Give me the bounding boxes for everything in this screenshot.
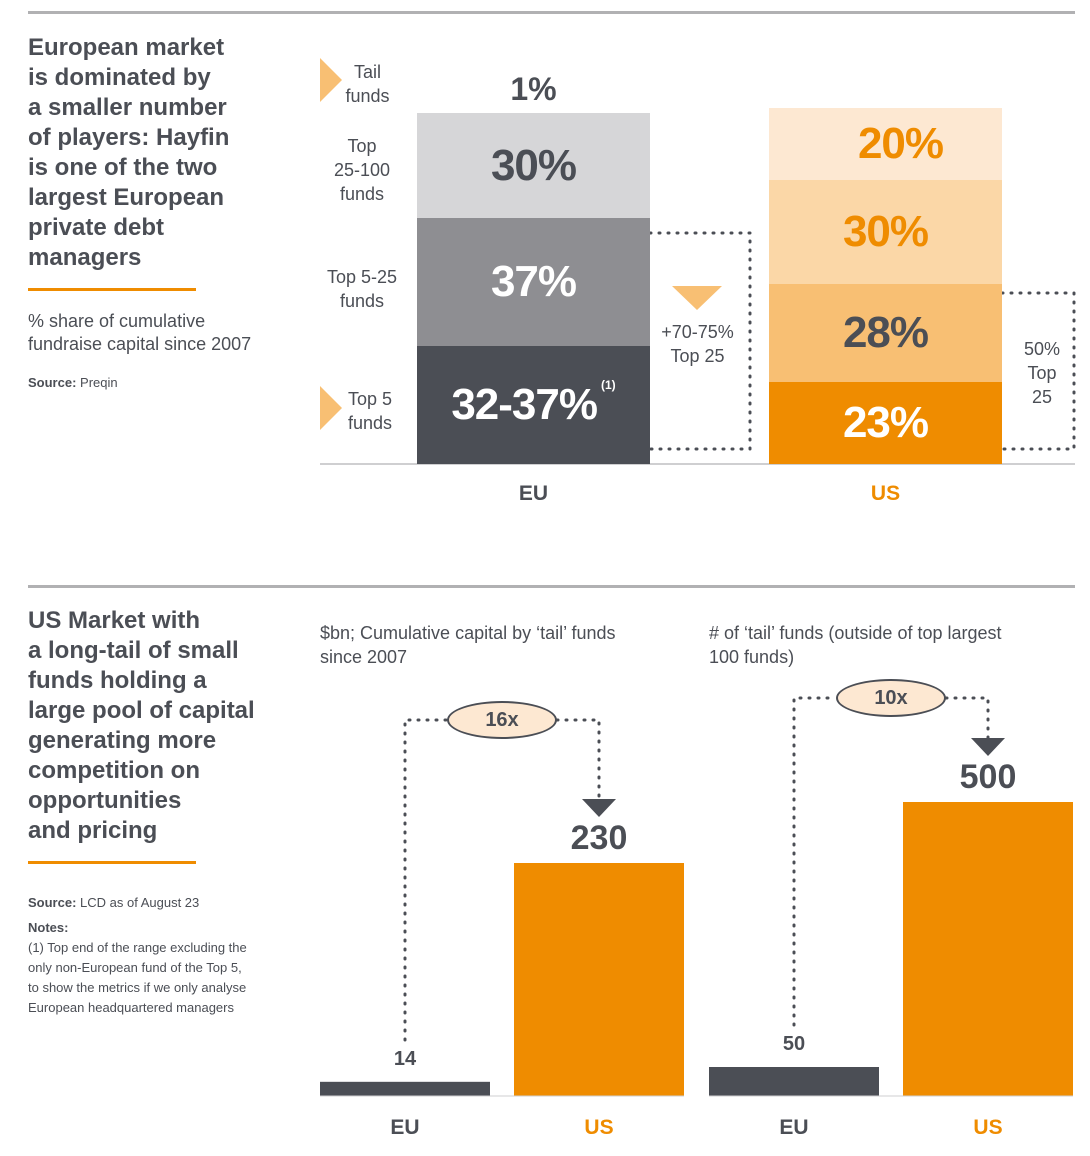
bar-eu: [320, 1081, 490, 1096]
heading-line: European market: [28, 34, 225, 61]
notes-text: (1) Top end of the range excluding the on…: [28, 938, 247, 1018]
us-segment-top-5-funds: 23%: [769, 382, 1002, 464]
segment-value-label: 37%: [490, 257, 577, 306]
bar-value-label: 50: [782, 1033, 806, 1055]
bar-category-label: EU: [390, 1116, 420, 1139]
top5-funds-label: Top 5 funds: [347, 389, 393, 433]
note-line: (1) Top end of the range excluding the: [28, 940, 247, 955]
heading-line: private debt: [28, 214, 165, 241]
eu-top25-annotation: +70-75% Top 25: [661, 322, 734, 366]
heading-line: and pricing: [28, 817, 158, 844]
top5-25-funds-label: Top 5-25 funds: [326, 267, 398, 311]
multiplier-badge: 10x: [836, 679, 946, 717]
heading-line: managers: [28, 244, 142, 271]
eu-top25-bracket: [648, 231, 752, 451]
bar-us: [514, 863, 684, 1096]
source-label: Source:: [28, 375, 77, 390]
us-segment-top-25-100-funds: 30%: [769, 180, 1002, 284]
bar-category-label: US: [584, 1116, 614, 1139]
source-label: Source:: [28, 895, 77, 910]
top25-100-funds-label: Top 25-100 funds: [333, 136, 391, 204]
eu-segment-top-5-25-funds: 37%: [417, 218, 650, 346]
heading-line: competition on: [28, 757, 200, 784]
segment-value-label: 30%: [490, 140, 577, 190]
down-arrow-icon: [582, 799, 616, 817]
footnote-marker: (1): [601, 378, 616, 392]
heading-line: a long-tail of small: [28, 637, 239, 664]
heading-line: a smaller number: [28, 94, 227, 121]
bar-us: [903, 802, 1073, 1096]
down-arrow-icon: [971, 738, 1005, 756]
top-source: Source: Preqin: [28, 373, 118, 393]
eu-segment-top-25-100-funds: 30%: [417, 113, 650, 218]
bar-chart-title: # of ‘tail’ funds (outside of top larges…: [709, 623, 1002, 667]
stacked-category-label: US: [870, 482, 901, 505]
multiplier-badge: 16x: [447, 701, 557, 739]
note-line: European headquartered managers: [28, 1000, 234, 1015]
source-value: Preqin: [80, 375, 118, 390]
segment-value-label: 32-37%: [451, 380, 598, 429]
heading-line: generating more: [28, 727, 217, 754]
subtitle-line: % share of cumulative: [28, 311, 206, 331]
bar-value-label: 500: [959, 758, 1017, 796]
top-section-rule: [28, 11, 1075, 14]
multiplier-connector: [403, 718, 601, 1042]
bottom-source: Source: LCD as of August 23: [28, 893, 199, 913]
chart-subtitle: % share of cumulative fundraise capital s…: [28, 310, 251, 356]
bar-category-label: US: [973, 1116, 1003, 1139]
bottom-section-heading: US Market with a long-tail of small funds …: [28, 606, 255, 846]
notes-label: Notes:: [28, 920, 69, 935]
bottom-section-rule: [28, 585, 1075, 588]
segment-value-label: 30%: [842, 207, 929, 256]
heading-line: is one of the two: [28, 154, 218, 181]
segment-value-label: 23%: [842, 398, 929, 447]
heading-line: of players: Hayfin: [28, 124, 230, 151]
bar-value-label: 14: [393, 1047, 417, 1070]
heading-line: US Market with: [28, 607, 201, 634]
us-top25-annotation: 50% Top 25: [1023, 339, 1061, 407]
segment-value-label: 28%: [842, 308, 929, 357]
heading-line: opportunities: [28, 787, 182, 814]
multiplier-connector: [792, 696, 990, 1027]
top-section-heading: European market is dominated by a smaller …: [28, 33, 229, 273]
us-segment-top-5-25-funds: 28%: [769, 284, 1002, 382]
eu-segment-top-5-funds: 32-37% (1): [417, 346, 650, 464]
heading-line: is dominated by: [28, 64, 211, 91]
subtitle-line: fundraise capital since 2007: [28, 334, 252, 354]
note-line: to show the metrics if we only analyse: [28, 980, 247, 995]
bar-value-label: 230: [570, 819, 628, 857]
bar-eu: [709, 1067, 879, 1096]
heading-line: largest European: [28, 184, 225, 211]
heading-line: large pool of capital: [28, 697, 255, 724]
eu-tail-value-label: 1%: [510, 71, 557, 107]
top5-arrow-icon: [320, 386, 342, 430]
source-value: LCD as of August 23: [80, 895, 200, 910]
tail-arrow-icon: [320, 58, 342, 102]
segment-value-label: 20%: [857, 119, 944, 168]
bar-category-label: EU: [779, 1116, 809, 1139]
heading-line: funds holding a: [28, 667, 207, 694]
bottom-heading-underline: [28, 861, 196, 864]
note-line: only non-European fund of the Top 5,: [28, 960, 242, 975]
us-segment-tail-funds: 20%: [769, 108, 1002, 180]
tail-funds-label: Tail funds: [345, 62, 390, 106]
bar-chart-title: $bn; Cumulative capital by ‘tail’ funds …: [320, 623, 616, 667]
stacked-category-label: EU: [518, 482, 549, 505]
us-top25-bracket: [1000, 291, 1076, 451]
top-heading-underline: [28, 288, 196, 291]
eu-down-arrow-icon: [672, 286, 722, 310]
